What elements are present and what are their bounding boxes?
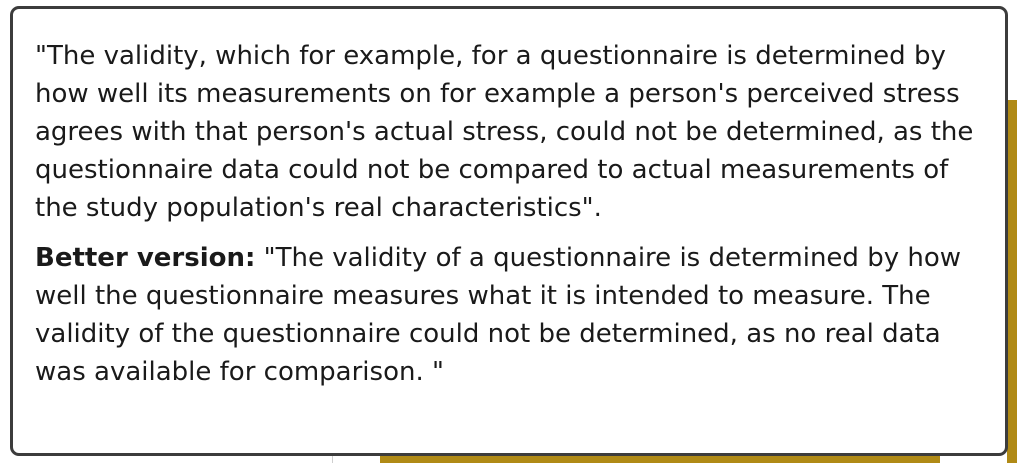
background-accent-bar (1007, 100, 1017, 463)
better-version-text: "The validity of a questionnaire is dete… (35, 243, 961, 387)
original-quote: "The validity, which for example, for a … (35, 41, 974, 223)
better-version-paragraph: Better version: "The validity of a quest… (35, 239, 979, 391)
better-version-label: Better version: (35, 243, 256, 273)
tooltip-popup: "The validity, which for example, for a … (10, 6, 1008, 456)
